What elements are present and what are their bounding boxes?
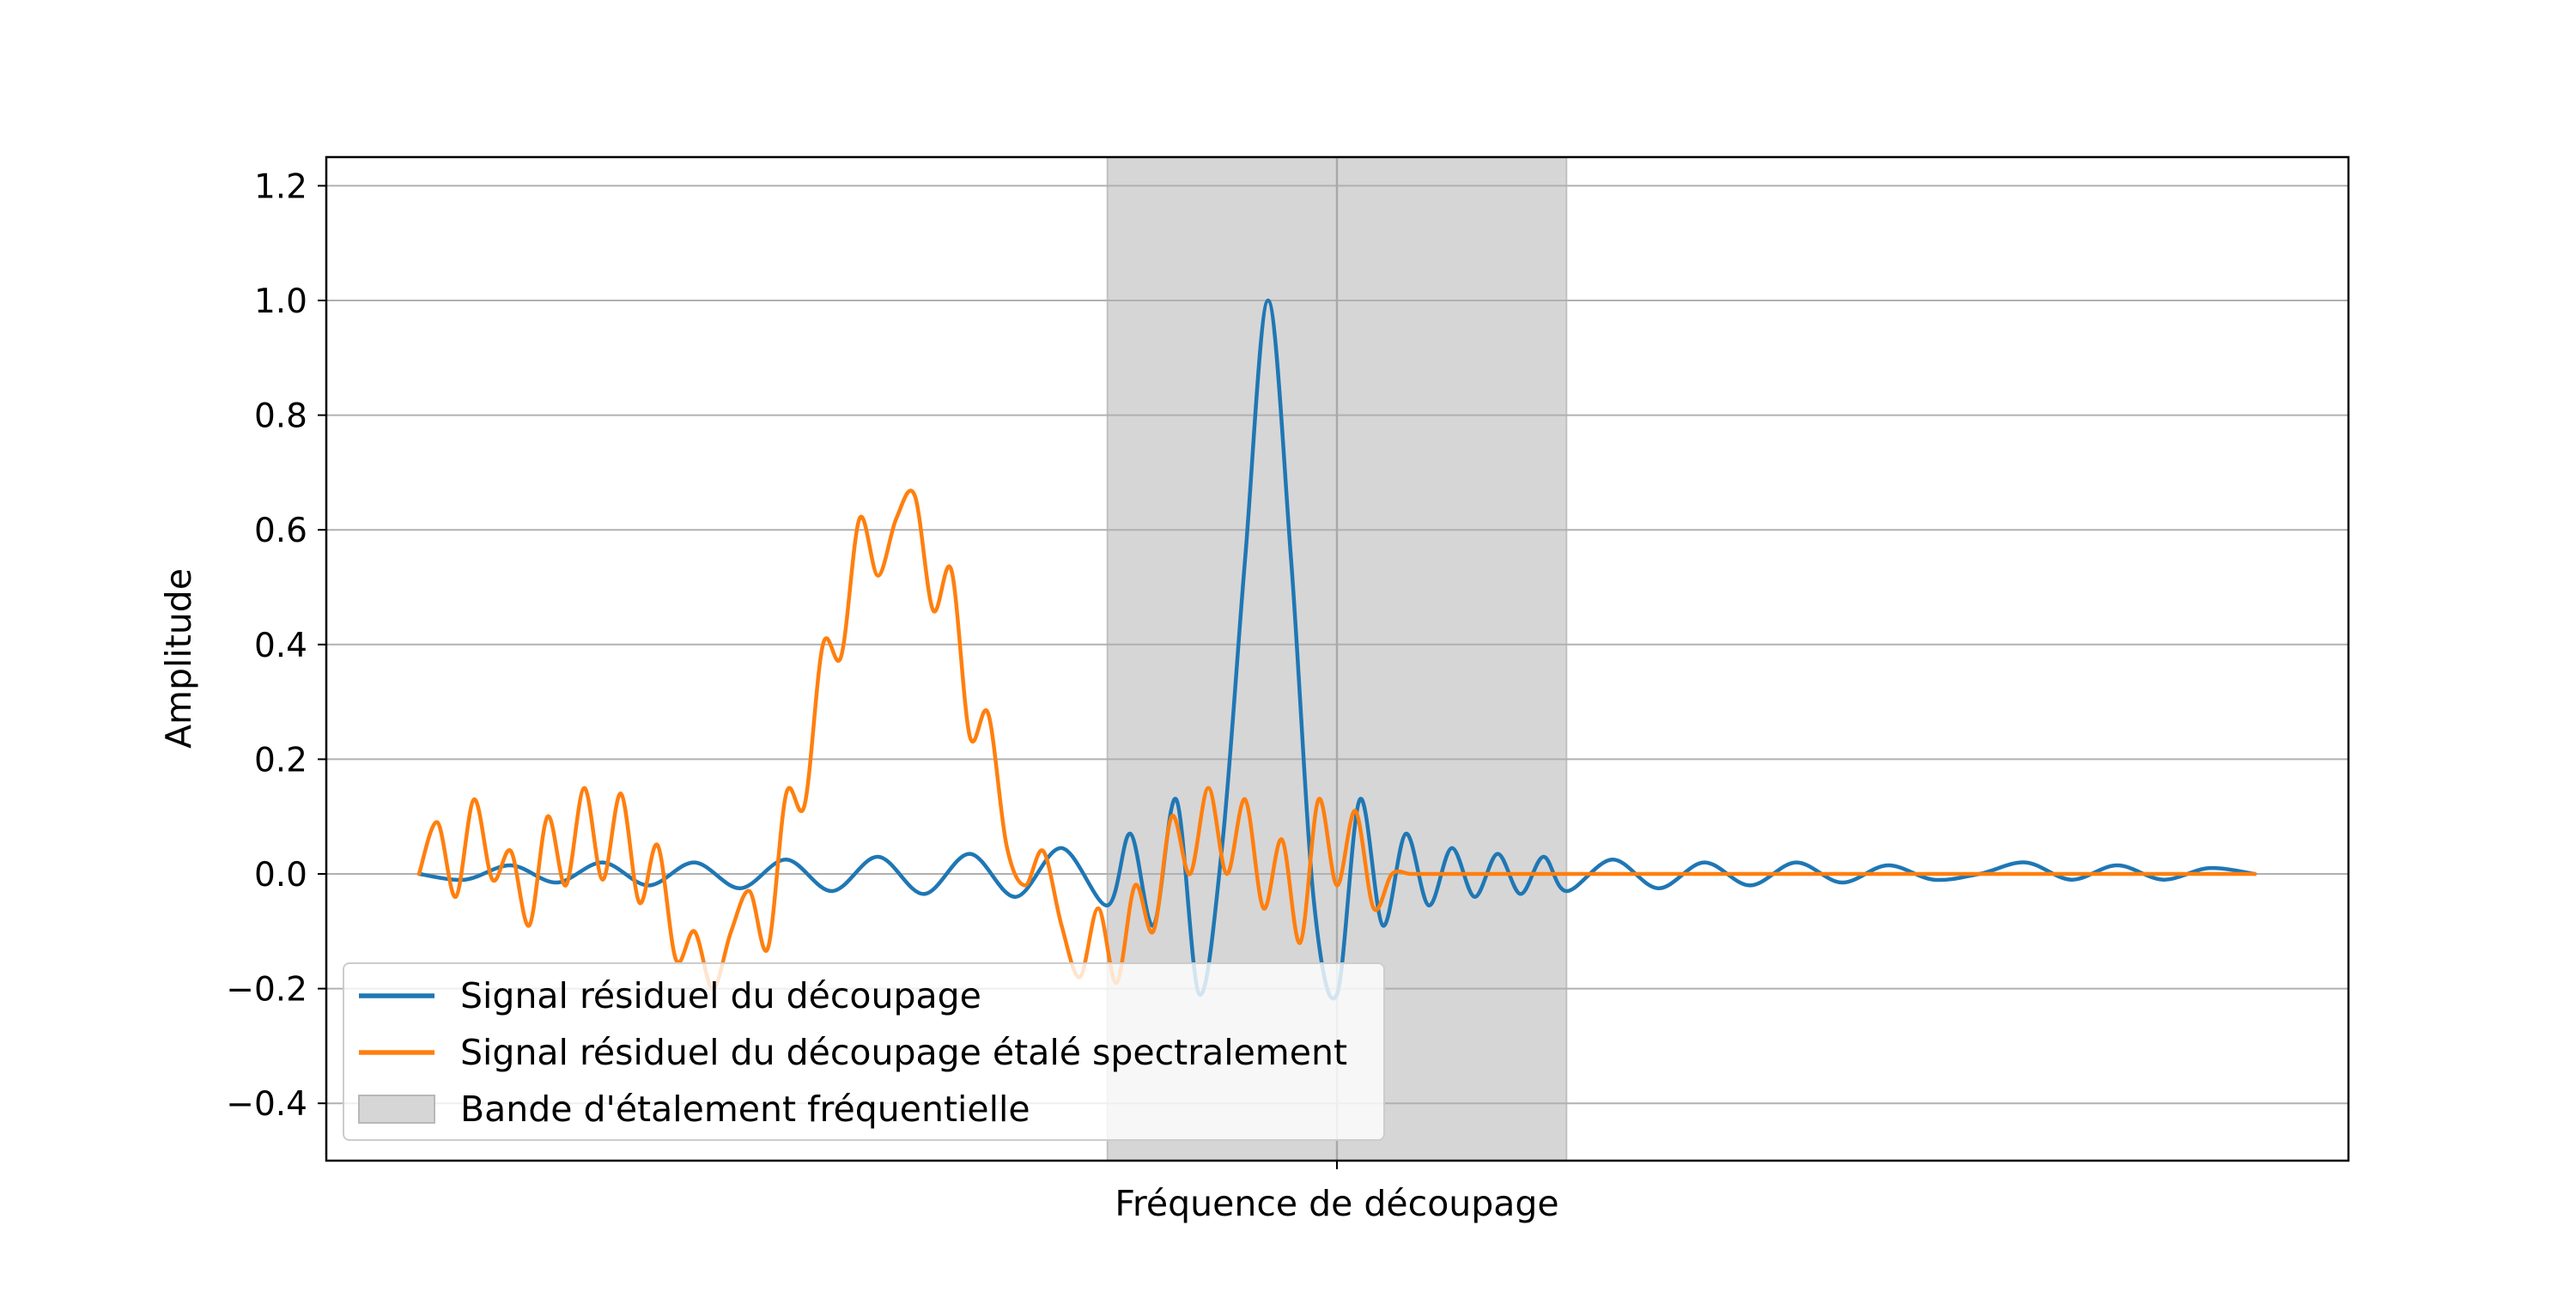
legend-label-band: Bande d'étalement fréquentielle (460, 1089, 1030, 1130)
legend-swatch-band (358, 1095, 435, 1124)
series-line-2 (416, 488, 2257, 991)
y-axis-label: Amplitude (158, 568, 199, 749)
y-tick-label: −0.2 (226, 971, 307, 1010)
x-tick-label: Fréquence de découpage (1115, 1183, 1558, 1224)
legend-label-series-1: Signal résiduel du découpage (460, 975, 981, 1016)
legend-box (343, 962, 1385, 1141)
y-tick-label: 0.0 (254, 856, 307, 895)
axis-layer: Amplitude Fréquence de découpage −0.4 −0.… (158, 167, 1559, 1224)
y-tick-label: 0.8 (254, 397, 307, 436)
legend: Signal résiduel du découpage Signal rési… (343, 962, 1385, 1141)
series-layer (416, 298, 2257, 1001)
y-tick-label: 0.6 (254, 512, 307, 550)
series-line-1 (416, 298, 2257, 1001)
y-tick-label: 1.2 (254, 167, 307, 206)
y-tick-label: 1.0 (254, 282, 307, 321)
y-tick-label: −0.4 (226, 1085, 307, 1124)
y-tick-label: 0.2 (254, 741, 307, 779)
y-tick-label: 0.4 (254, 627, 307, 665)
legend-label-series-2: Signal résiduel du découpage étalé spect… (460, 1032, 1347, 1073)
